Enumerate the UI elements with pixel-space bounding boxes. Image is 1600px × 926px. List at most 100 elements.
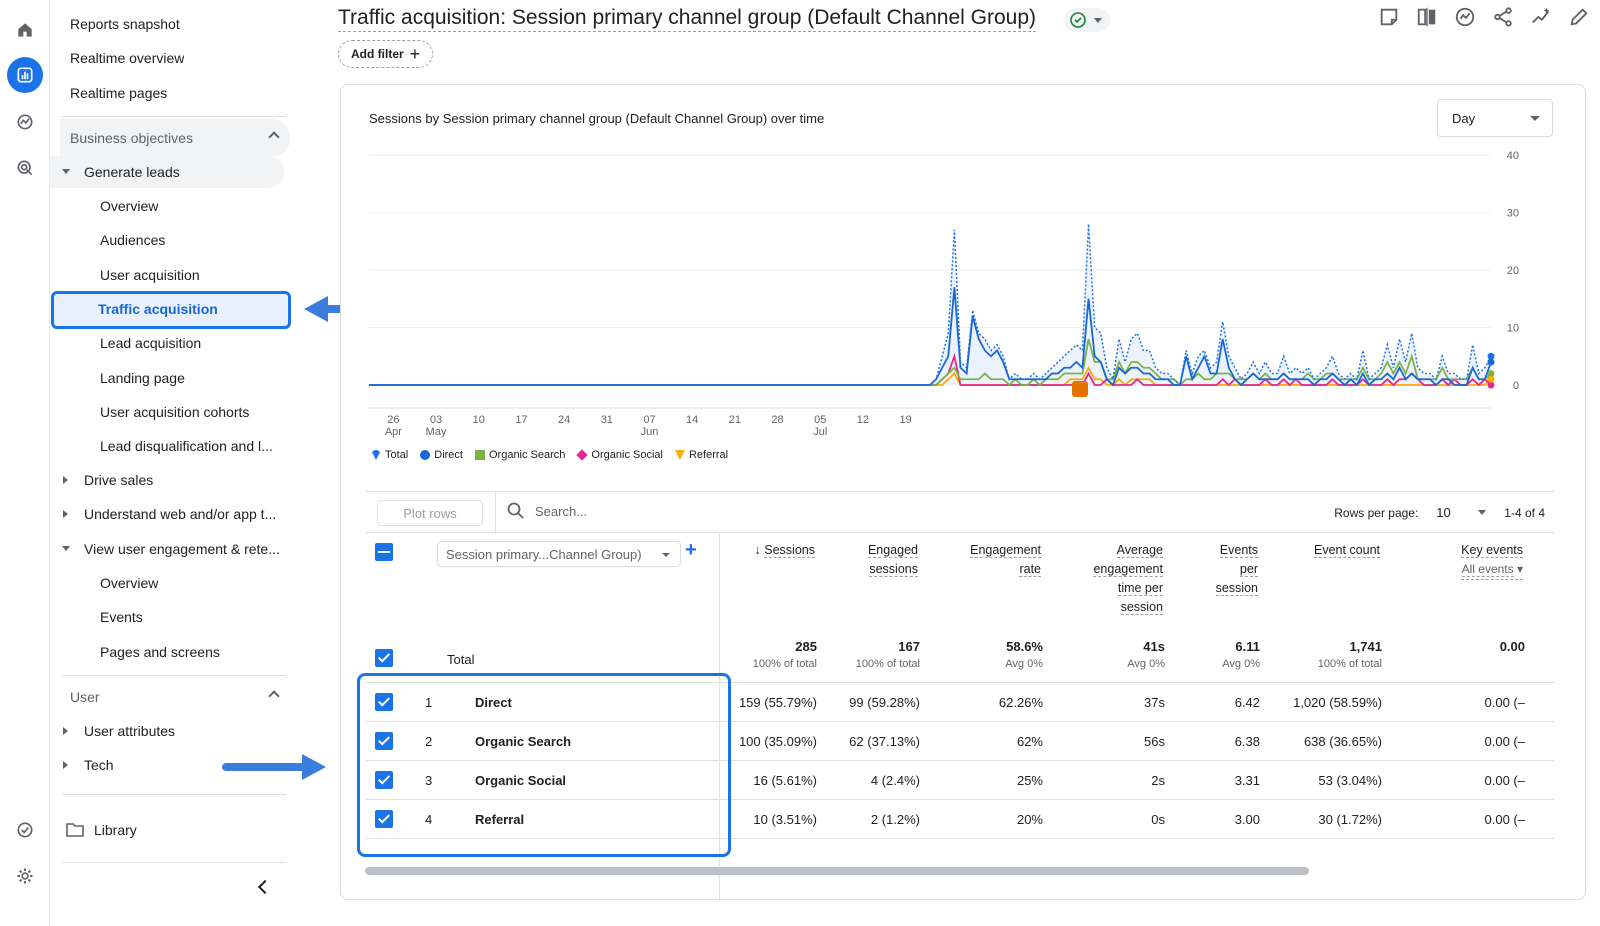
column-header-text: session bbox=[1215, 581, 1258, 596]
row-checkbox[interactable] bbox=[375, 732, 393, 750]
column-header-text: Events bbox=[1219, 543, 1258, 558]
nav-ue-pages-and-screens[interactable]: Pages and screens bbox=[100, 644, 220, 660]
nav-drive-sales[interactable]: Drive sales bbox=[50, 464, 290, 496]
dimension-select[interactable]: Session primary...Channel Group) bbox=[437, 541, 681, 567]
row-number: 4 bbox=[425, 812, 433, 827]
row-checkbox[interactable] bbox=[375, 693, 393, 711]
column-header[interactable]: Engagement rate bbox=[970, 541, 1041, 579]
row-cell: 3.31 bbox=[1234, 773, 1260, 788]
nav-ue-events[interactable]: Events bbox=[100, 609, 143, 625]
x-tick-label: 10 bbox=[473, 414, 485, 426]
nav-gl-overview[interactable]: Overview bbox=[100, 198, 159, 214]
nav-reports-snapshot[interactable]: Reports snapshot bbox=[70, 16, 180, 32]
column-header-text: per bbox=[1239, 562, 1258, 577]
row-checkbox[interactable] bbox=[375, 810, 393, 828]
nav-view-user-engagement[interactable]: View user engagement & rete... bbox=[50, 533, 290, 565]
insights-icon[interactable] bbox=[1454, 6, 1476, 28]
row-channel-name[interactable]: Organic Search bbox=[475, 734, 572, 749]
nav-understand-web-app[interactable]: Understand web and/or app t... bbox=[50, 498, 290, 530]
nav-gl-lead-disqualification[interactable]: Lead disqualification and l... bbox=[100, 438, 273, 454]
total-subvalue: 100% of total bbox=[752, 658, 817, 670]
caret-right-icon bbox=[63, 761, 68, 769]
row-cell: 20% bbox=[1016, 812, 1043, 827]
total-subvalue: 100% of total bbox=[855, 658, 920, 670]
key-events-select[interactable]: All events ▾ bbox=[1461, 560, 1523, 580]
row-channel-name[interactable]: Organic Social bbox=[475, 773, 567, 788]
collapse-sidebar-icon[interactable] bbox=[257, 879, 273, 895]
plot-rows-button[interactable]: Plot rows bbox=[377, 500, 483, 526]
row-cell: 99 (59.28%) bbox=[849, 695, 920, 710]
row-cell: 2 (1.2%) bbox=[870, 812, 920, 827]
nav-library[interactable]: Library bbox=[50, 814, 290, 846]
page-range: 1-4 of 4 bbox=[1504, 505, 1545, 520]
column-header[interactable]: ↓ Sessions bbox=[755, 541, 815, 560]
total-cell: 285 100% of total bbox=[753, 639, 817, 670]
total-value: 6.11 bbox=[1235, 639, 1260, 654]
horizontal-scrollbar[interactable] bbox=[365, 867, 1309, 875]
granularity-select[interactable]: Day bbox=[1437, 99, 1553, 137]
table-row[interactable]: 1 Direct 159 (55.79%) 99 (59.28%) 62.26% 37s 6… bbox=[365, 683, 1555, 722]
legend-item[interactable]: Organic Social bbox=[576, 449, 663, 461]
row-number: 3 bbox=[425, 773, 433, 788]
section-user[interactable]: User bbox=[60, 678, 290, 716]
explore-icon[interactable] bbox=[7, 104, 43, 140]
nav-gl-audiences[interactable]: Audiences bbox=[100, 232, 166, 248]
add-dimension-icon[interactable]: + bbox=[685, 539, 697, 561]
select-all-checkbox[interactable] bbox=[375, 543, 393, 561]
edit-pencil-icon[interactable] bbox=[1568, 6, 1590, 28]
nav-tech[interactable]: Tech bbox=[50, 749, 290, 781]
column-header[interactable]: Engaged sessions bbox=[867, 541, 918, 579]
table-row[interactable]: 2 Organic Search 100 (35.09%) 62 (37.13%) 62… bbox=[365, 722, 1555, 761]
column-header[interactable]: Events per session bbox=[1215, 541, 1258, 598]
nav-realtime-pages[interactable]: Realtime pages bbox=[70, 85, 168, 101]
add-filter-button[interactable]: Add filter + bbox=[338, 40, 434, 68]
nav-gl-user-acquisition[interactable]: User acquisition bbox=[100, 267, 200, 283]
check-circle-icon[interactable] bbox=[7, 812, 43, 848]
search-input[interactable]: Search... bbox=[535, 503, 588, 519]
nav-gl-user-acquisition-cohorts[interactable]: User acquisition cohorts bbox=[100, 404, 250, 420]
nav-user-attributes[interactable]: User attributes bbox=[50, 715, 290, 747]
x-tick-label: 03 bbox=[430, 414, 442, 426]
row-cell: 0.00 (– bbox=[1484, 695, 1525, 710]
total-row-checkbox[interactable] bbox=[375, 649, 393, 667]
row-channel-name[interactable]: Referral bbox=[475, 812, 525, 827]
column-header[interactable]: Event count bbox=[1313, 541, 1380, 560]
section-business-objectives[interactable]: Business objectives bbox=[60, 119, 290, 157]
nav-realtime-overview[interactable]: Realtime overview bbox=[70, 50, 185, 66]
caret-right-icon bbox=[63, 476, 68, 484]
reports-icon[interactable] bbox=[7, 57, 43, 93]
rows-per-page-select[interactable]: 10 bbox=[1436, 505, 1487, 520]
legend-item[interactable]: Referral bbox=[674, 449, 728, 461]
nav-generate-leads[interactable]: Generate leads bbox=[50, 156, 284, 188]
legend-item[interactable]: Organic Search bbox=[474, 449, 565, 461]
row-channel-name[interactable]: Direct bbox=[475, 695, 512, 710]
column-header-text: session bbox=[1120, 600, 1163, 615]
total-value: 285 bbox=[795, 639, 817, 654]
table-row[interactable]: 4 Referral 10 (3.51%) 2 (1.2%) 20% 0s 3.00 30 (… bbox=[365, 800, 1555, 839]
nav-ue-overview[interactable]: Overview bbox=[100, 575, 159, 591]
nav-gl-traffic-acquisition[interactable] bbox=[51, 291, 291, 329]
table-search[interactable]: Search... bbox=[507, 502, 587, 520]
home-icon[interactable] bbox=[7, 12, 43, 48]
advertising-icon[interactable] bbox=[7, 150, 43, 186]
caret-right-icon bbox=[63, 510, 68, 518]
sidebar-divider bbox=[62, 675, 286, 676]
chart-legend: Total Direct Organic Search Organic Social R… bbox=[371, 449, 728, 461]
annotation-note-icon[interactable] bbox=[1378, 6, 1400, 28]
legend-item[interactable]: Direct bbox=[420, 449, 463, 461]
nav-gl-lead-acquisition[interactable]: Lead acquisition bbox=[100, 335, 202, 351]
share-icon[interactable] bbox=[1492, 6, 1514, 28]
column-header[interactable]: Average engagement time per session bbox=[1093, 541, 1163, 617]
title-status-dropdown[interactable] bbox=[1064, 8, 1110, 32]
row-checkbox[interactable] bbox=[375, 771, 393, 789]
table-row[interactable]: 3 Organic Social 16 (5.61%) 4 (2.4%) 25% 2s 3.… bbox=[365, 761, 1555, 800]
column-header[interactable]: Key events All events ▾ bbox=[1461, 541, 1523, 580]
compare-icon[interactable] bbox=[1416, 6, 1438, 28]
column-header-text: Engagement bbox=[970, 543, 1041, 558]
nav-gl-landing-page[interactable]: Landing page bbox=[100, 370, 185, 386]
annotation-marker-icon bbox=[1072, 381, 1088, 397]
trend-sparkle-icon[interactable] bbox=[1530, 6, 1552, 28]
legend-item[interactable]: Total bbox=[371, 449, 408, 461]
caret-down-icon bbox=[62, 546, 70, 551]
settings-gear-icon[interactable] bbox=[7, 858, 43, 894]
